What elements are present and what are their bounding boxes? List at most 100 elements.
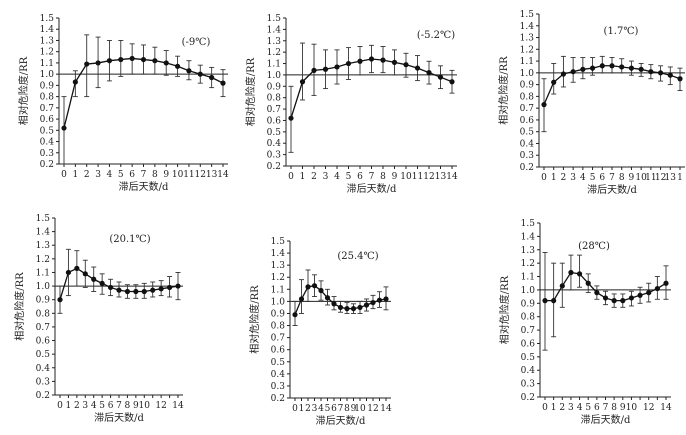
x-tick-label: 6 bbox=[357, 172, 363, 182]
data-point bbox=[95, 60, 101, 66]
data-point bbox=[174, 63, 181, 69]
y-tick-label: 1.4 bbox=[40, 25, 55, 35]
y-axis-label: 相对危险度/RR bbox=[248, 285, 261, 354]
y-tick-label: 1.3 bbox=[36, 241, 51, 251]
y-tick-label: 0.7 bbox=[271, 334, 286, 344]
x-tick-label: 6 bbox=[108, 401, 114, 411]
chart-3: 0.2 0.3 0.40.5 0.6 0.7 0.80.9 1.0 1.1 1.21.3 1.4 1… bbox=[497, 10, 685, 196]
data-point bbox=[209, 74, 215, 81]
data-point bbox=[648, 69, 654, 75]
data-point bbox=[637, 292, 643, 298]
panel-4: 0.2 0.3 0.4 0.5 0.6 0.7 0.8 0.9 1.0 1.1 1.2 1.3 1.4 1… bbox=[0, 214, 229, 435]
y-tick-label: 0.2 bbox=[521, 393, 535, 403]
x-tick-label: 13 bbox=[206, 170, 218, 180]
data-point bbox=[298, 296, 305, 302]
panel-6: 0.2 0.3 0.4 0.5 0.6 0.7 0.8 0.9 1.0 1.1 1.2 1.3 1.4 1… bbox=[458, 218, 686, 435]
x-axis-label: 滞后天数/d bbox=[581, 413, 631, 426]
y-axis-label: 相对危险度/RR bbox=[498, 275, 511, 344]
x-tick-label: 2 bbox=[74, 401, 80, 411]
data-point bbox=[150, 287, 156, 293]
y-tick-label: 0.6 bbox=[36, 337, 51, 347]
data-point bbox=[163, 60, 169, 66]
y-tick-label: 1.5 bbox=[40, 14, 55, 24]
x-tick-label: 2 bbox=[311, 172, 317, 182]
y-tick-label: 0.2 bbox=[36, 391, 50, 401]
x-tick-label: 4 bbox=[318, 404, 324, 414]
y-tick-label: 0.6 bbox=[521, 339, 536, 349]
data-point bbox=[576, 271, 583, 277]
data-point bbox=[609, 63, 615, 69]
y-tick-label: 0.5 bbox=[271, 358, 286, 368]
data-point bbox=[376, 297, 383, 303]
data-point bbox=[551, 79, 557, 85]
y-tick-label: 0.7 bbox=[40, 104, 55, 114]
data-point bbox=[589, 65, 596, 71]
x-tick-label: 2 bbox=[561, 173, 567, 183]
data-point bbox=[106, 58, 113, 64]
data-point bbox=[368, 56, 375, 62]
y-tick-label: 0.8 bbox=[40, 93, 55, 103]
data-point bbox=[380, 57, 386, 63]
x-tick-label: 14 bbox=[660, 403, 672, 413]
y-tick-label: 1.0 bbox=[520, 69, 535, 79]
x-tick-label: 2 bbox=[84, 170, 90, 180]
x-tick-label: 12 bbox=[643, 403, 654, 413]
x-tick-label: 1 bbox=[551, 403, 557, 413]
data-point bbox=[129, 55, 135, 62]
data-point bbox=[657, 70, 664, 76]
data-point bbox=[140, 56, 147, 63]
x-tick-label: 8 bbox=[344, 404, 350, 414]
x-tick-label: 6 bbox=[599, 173, 605, 183]
temperature-annotation: (1.7℃) bbox=[604, 26, 639, 37]
data-point bbox=[357, 58, 363, 64]
x-tick-label: 6 bbox=[129, 170, 135, 180]
data-point bbox=[357, 304, 363, 311]
chart-6: 0.2 0.3 0.4 0.5 0.6 0.7 0.8 0.9 1.0 1.1 1.2 1.3 1.4 1… bbox=[498, 219, 672, 426]
x-tick-label: 5 bbox=[118, 170, 124, 180]
data-point bbox=[299, 79, 306, 85]
error-bar bbox=[551, 62, 557, 95]
y-tick-label: 0.8 bbox=[267, 94, 282, 104]
y-tick-label: 0.9 bbox=[521, 299, 536, 309]
data-point bbox=[414, 65, 421, 71]
x-tick-label: 14 bbox=[172, 401, 184, 411]
x-tick-label: 10 bbox=[139, 401, 151, 411]
x-axis-label: 滞后天数/d bbox=[119, 180, 169, 193]
y-tick-label: 1.1 bbox=[36, 268, 50, 278]
x-tick-label: 9 bbox=[392, 172, 398, 182]
y-tick-label: 1.1 bbox=[271, 285, 285, 295]
y-tick-label: 1.2 bbox=[267, 48, 281, 58]
x-tick-label: 14 bbox=[380, 404, 392, 414]
y-axis-label: 相对危险度/RR bbox=[497, 56, 510, 125]
data-point bbox=[334, 64, 340, 70]
x-tick-label: 4 bbox=[334, 172, 340, 182]
data-point bbox=[331, 301, 337, 307]
data-point bbox=[324, 295, 331, 301]
x-tick-label: 8 bbox=[380, 172, 386, 182]
data-point bbox=[311, 67, 317, 73]
data-point bbox=[311, 283, 318, 289]
data-point bbox=[619, 64, 625, 70]
y-tick-label: 0.2 bbox=[267, 162, 281, 172]
x-tick-label: 10 bbox=[626, 403, 638, 413]
data-point bbox=[628, 295, 635, 301]
y-tick-label: 1.0 bbox=[36, 282, 51, 292]
y-tick-label: 1.2 bbox=[40, 48, 54, 58]
data-point bbox=[118, 56, 124, 63]
x-tick-label: 3 bbox=[312, 404, 318, 414]
y-tick-label: 0.8 bbox=[271, 322, 286, 332]
x-tick-label: 5 bbox=[325, 404, 331, 414]
data-point bbox=[663, 280, 669, 286]
x-axis-label: 滞后天数/d bbox=[94, 411, 144, 424]
data-point bbox=[638, 66, 644, 72]
data-point bbox=[628, 65, 635, 71]
data-point bbox=[74, 265, 80, 271]
data-point bbox=[646, 290, 652, 296]
x-tick-label: 8 bbox=[611, 403, 617, 413]
x-tick-label: 4 bbox=[107, 170, 113, 180]
x-tick-label: 9 bbox=[620, 403, 626, 413]
y-tick-label: 1.4 bbox=[520, 22, 535, 32]
data-point bbox=[611, 298, 617, 304]
y-tick-label: 1.5 bbox=[267, 14, 282, 24]
